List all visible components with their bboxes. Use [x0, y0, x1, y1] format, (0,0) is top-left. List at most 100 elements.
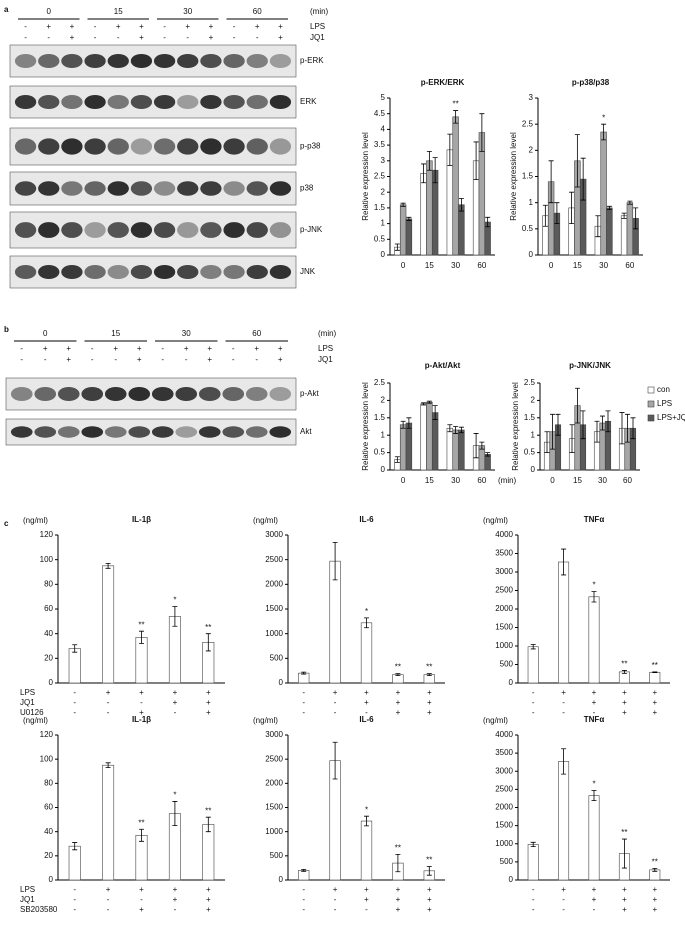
y-tick-label: 2000: [495, 604, 513, 613]
x-tick-label: 30: [451, 261, 460, 270]
condition-sign: -: [532, 688, 535, 697]
significance: **: [621, 660, 627, 669]
blot-band: [177, 94, 199, 110]
condition-sign: -: [302, 698, 305, 707]
treatment-sign: -: [255, 355, 258, 364]
y-tick-label: 2: [529, 145, 534, 154]
condition-sign: +: [206, 885, 211, 894]
y-tick-label: 120: [40, 530, 54, 539]
condition-sign: +: [396, 905, 401, 914]
y-tick-label: 2000: [265, 579, 283, 588]
blot-band: [222, 426, 245, 438]
error-bar: [652, 868, 658, 872]
blot-band: [107, 138, 129, 155]
blot-band: [38, 138, 60, 155]
blot-band: [269, 386, 292, 402]
condition-sign: -: [334, 708, 337, 717]
x-tick-label: 0: [401, 261, 406, 270]
blot-band: [14, 264, 37, 280]
error-bar: [594, 420, 600, 443]
y-tick-label: 0: [381, 465, 386, 474]
blot-band: [84, 222, 106, 238]
treatment-sign: -: [114, 355, 117, 364]
y-tick-label: 2500: [265, 555, 283, 564]
y-tick-label: 1: [381, 430, 386, 439]
condition-sign: -: [140, 895, 143, 904]
condition-sign: -: [174, 905, 177, 914]
x-tick-label: 60: [623, 476, 632, 485]
condition-sign: -: [302, 708, 305, 717]
blot-band: [177, 181, 199, 196]
condition-sign: -: [365, 905, 368, 914]
bar: [135, 834, 148, 881]
condition-sign: -: [532, 708, 535, 717]
error-bar: [575, 387, 580, 424]
condition-sign: +: [206, 698, 211, 707]
y-tick-label: 3500: [495, 748, 513, 757]
blot-band: [61, 264, 83, 280]
error-bar: [364, 617, 369, 629]
condition-sign: -: [562, 708, 565, 717]
condition-sign: -: [107, 895, 110, 904]
chart-title: p-JNK/JNK: [569, 361, 611, 370]
error-bar: [301, 671, 307, 675]
condition-sign: -: [562, 895, 565, 904]
blot-band: [14, 94, 37, 110]
y-tick-label: 2000: [265, 778, 283, 787]
y-tick-label: 500: [500, 857, 514, 866]
condition-sign: -: [334, 895, 337, 904]
error-bar: [426, 866, 432, 876]
time-label: 60: [252, 329, 261, 338]
blot-band: [153, 222, 176, 238]
treatment-sign: +: [278, 33, 283, 42]
blot-band: [151, 386, 174, 402]
y-tick-label: 1000: [495, 641, 513, 650]
blot-band: [177, 222, 199, 238]
blot-band: [14, 222, 37, 238]
blot-band: [269, 53, 292, 69]
y-tick-label: 1: [381, 219, 386, 228]
bar: [446, 427, 454, 471]
treatment-sign: +: [137, 355, 142, 364]
blot-band: [153, 264, 176, 280]
treatment-sign: +: [209, 22, 214, 31]
blot-band: [38, 222, 60, 238]
blot-band: [223, 222, 245, 238]
bar: [360, 622, 373, 684]
y-tick-label: 2: [381, 187, 386, 196]
blot-band: [223, 264, 245, 280]
error-bar: [205, 633, 211, 652]
condition-sign: +: [427, 688, 432, 697]
significance: **: [138, 620, 144, 629]
blot-band: [246, 138, 268, 155]
band-label: JNK: [300, 267, 316, 276]
error-bar: [554, 202, 560, 224]
y-tick-label: 40: [44, 629, 53, 638]
error-bar: [332, 741, 338, 780]
error-bar: [473, 141, 479, 181]
blot-band: [84, 138, 106, 155]
y-tick-label: 20: [44, 653, 53, 662]
y-tick-label: 60: [44, 604, 53, 613]
error-bar: [621, 212, 627, 219]
x-tick-label: 30: [599, 261, 608, 270]
treatment-sign: +: [116, 22, 121, 31]
y-tick-label: 60: [44, 803, 53, 812]
error-bar: [485, 452, 491, 457]
treatment-name: LPS: [318, 344, 333, 353]
condition-sign: -: [73, 895, 76, 904]
treatment-sign: +: [66, 344, 71, 353]
chart-title: IL-6: [359, 515, 374, 524]
error-bar: [406, 216, 412, 221]
x-tick-label: 15: [425, 261, 434, 270]
chart-title: p-ERK/ERK: [421, 78, 465, 87]
significance: *: [365, 607, 368, 616]
chart-title: p-p38/p38: [572, 78, 610, 87]
x-tick-label: 60: [477, 476, 486, 485]
treatment-sign: +: [137, 344, 142, 353]
error-bar: [479, 441, 485, 450]
condition-sign: +: [139, 905, 144, 914]
condition-sign: +: [206, 708, 211, 717]
error-bar: [580, 157, 586, 201]
error-bar: [447, 424, 453, 433]
